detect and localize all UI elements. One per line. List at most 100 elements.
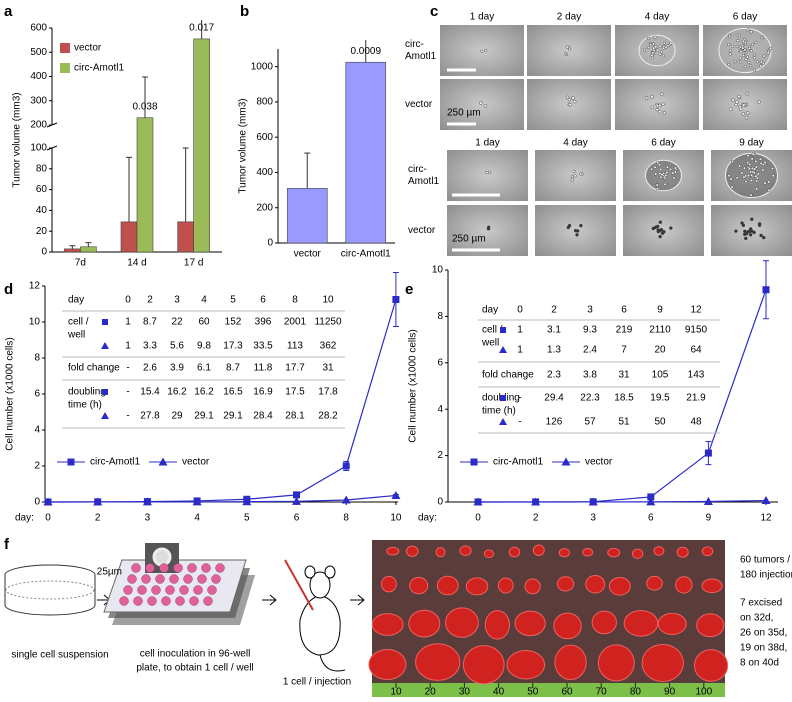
step-label: plate, to obtain 1 cell / well [136, 663, 253, 674]
y-tick-label: 0 [34, 497, 40, 508]
y-tick-label: 600 [256, 132, 273, 143]
tumor [465, 577, 489, 596]
marker [762, 286, 770, 294]
cell [742, 232, 747, 237]
cell [730, 185, 734, 189]
table-cell: 57 [584, 417, 596, 428]
note-line: 7 excised [740, 598, 782, 609]
y-tick-label: 6 [437, 357, 443, 368]
tumor [380, 575, 397, 593]
cell [660, 92, 664, 97]
y-tick-label: 8 [437, 311, 443, 322]
table-cell: 29 [171, 411, 183, 422]
day-label: 1 day [475, 138, 499, 149]
cell [488, 171, 492, 175]
series-line [477, 499, 767, 503]
well [183, 574, 193, 584]
marker [704, 449, 712, 457]
cell [644, 96, 649, 100]
table-cell: 2.6 [143, 363, 157, 374]
table-cell: 105 [652, 370, 669, 381]
cell [745, 111, 750, 115]
cell [660, 173, 664, 177]
cell [646, 36, 650, 40]
day-label: 9 day [739, 138, 763, 149]
marker [43, 497, 53, 506]
cell [737, 33, 741, 38]
cell [746, 229, 750, 234]
table-cell: 19.5 [650, 393, 670, 404]
inset-cell [152, 547, 172, 567]
cell [728, 34, 732, 38]
cell [760, 36, 764, 40]
marker [470, 458, 478, 466]
table-header: 8 [292, 295, 298, 306]
cell [483, 104, 488, 108]
bar [177, 221, 194, 253]
table-cell: 17.8 [318, 387, 338, 398]
cell [652, 42, 656, 46]
x-tick-label: 2 [95, 513, 101, 524]
table-cell: 29.1 [223, 411, 243, 422]
cell [741, 53, 745, 58]
bar [345, 61, 387, 244]
cell [575, 233, 579, 237]
x-tick-label: 3 [145, 513, 151, 524]
table-cell: 5.6 [170, 341, 184, 352]
cell [744, 115, 749, 120]
cell [746, 154, 750, 158]
tumor [694, 649, 729, 682]
cell [567, 97, 572, 102]
table-cell: 11.8 [254, 363, 273, 374]
cell [579, 223, 583, 228]
cell [486, 225, 491, 230]
cell [743, 166, 747, 170]
legend-label: vector [585, 457, 613, 468]
ruler-label: 100 [695, 687, 712, 697]
p-value: 0.038 [132, 101, 157, 112]
y-tick-label: 200 [30, 120, 47, 131]
tumor [408, 609, 441, 638]
cell [736, 39, 740, 43]
cell [748, 233, 753, 237]
cell [650, 167, 654, 171]
cell [672, 176, 676, 180]
y-tick-label: 500 [30, 47, 47, 58]
row-label: fold change [482, 370, 534, 381]
y-tick-label: 2 [437, 450, 443, 461]
row-label: doubling [68, 387, 106, 398]
cell [572, 169, 576, 173]
table-cell: 21.9 [686, 393, 706, 404]
tumor [436, 575, 459, 596]
y-tick-label: 40 [36, 205, 48, 216]
cell [729, 107, 733, 112]
table-cell: - [518, 393, 521, 404]
row-marker [499, 346, 507, 353]
marker [473, 497, 483, 506]
note-line: on 32d, [740, 613, 773, 624]
bar [64, 248, 81, 253]
table-cell: 9.8 [197, 341, 211, 352]
table-cell: 31 [322, 363, 334, 374]
table-cell: 9.3 [583, 325, 597, 336]
well [197, 574, 207, 584]
mouse [284, 559, 346, 672]
tumor [696, 613, 725, 638]
row-label: vector [408, 225, 436, 236]
cell [748, 162, 752, 166]
table-header: 5 [230, 295, 236, 306]
table-cell: 51 [618, 417, 630, 428]
bar [120, 221, 138, 253]
x-tick-label: 0 [475, 513, 481, 524]
cell [739, 107, 743, 112]
marker [67, 458, 75, 466]
well [189, 596, 199, 606]
table-cell: 64 [690, 345, 702, 356]
table-cell: 113 [287, 341, 303, 352]
cell [646, 46, 651, 50]
tumor [553, 612, 582, 640]
cell [752, 171, 756, 175]
cell [650, 105, 655, 110]
cell [570, 178, 574, 182]
note-line: 8 on 40d [740, 658, 779, 669]
